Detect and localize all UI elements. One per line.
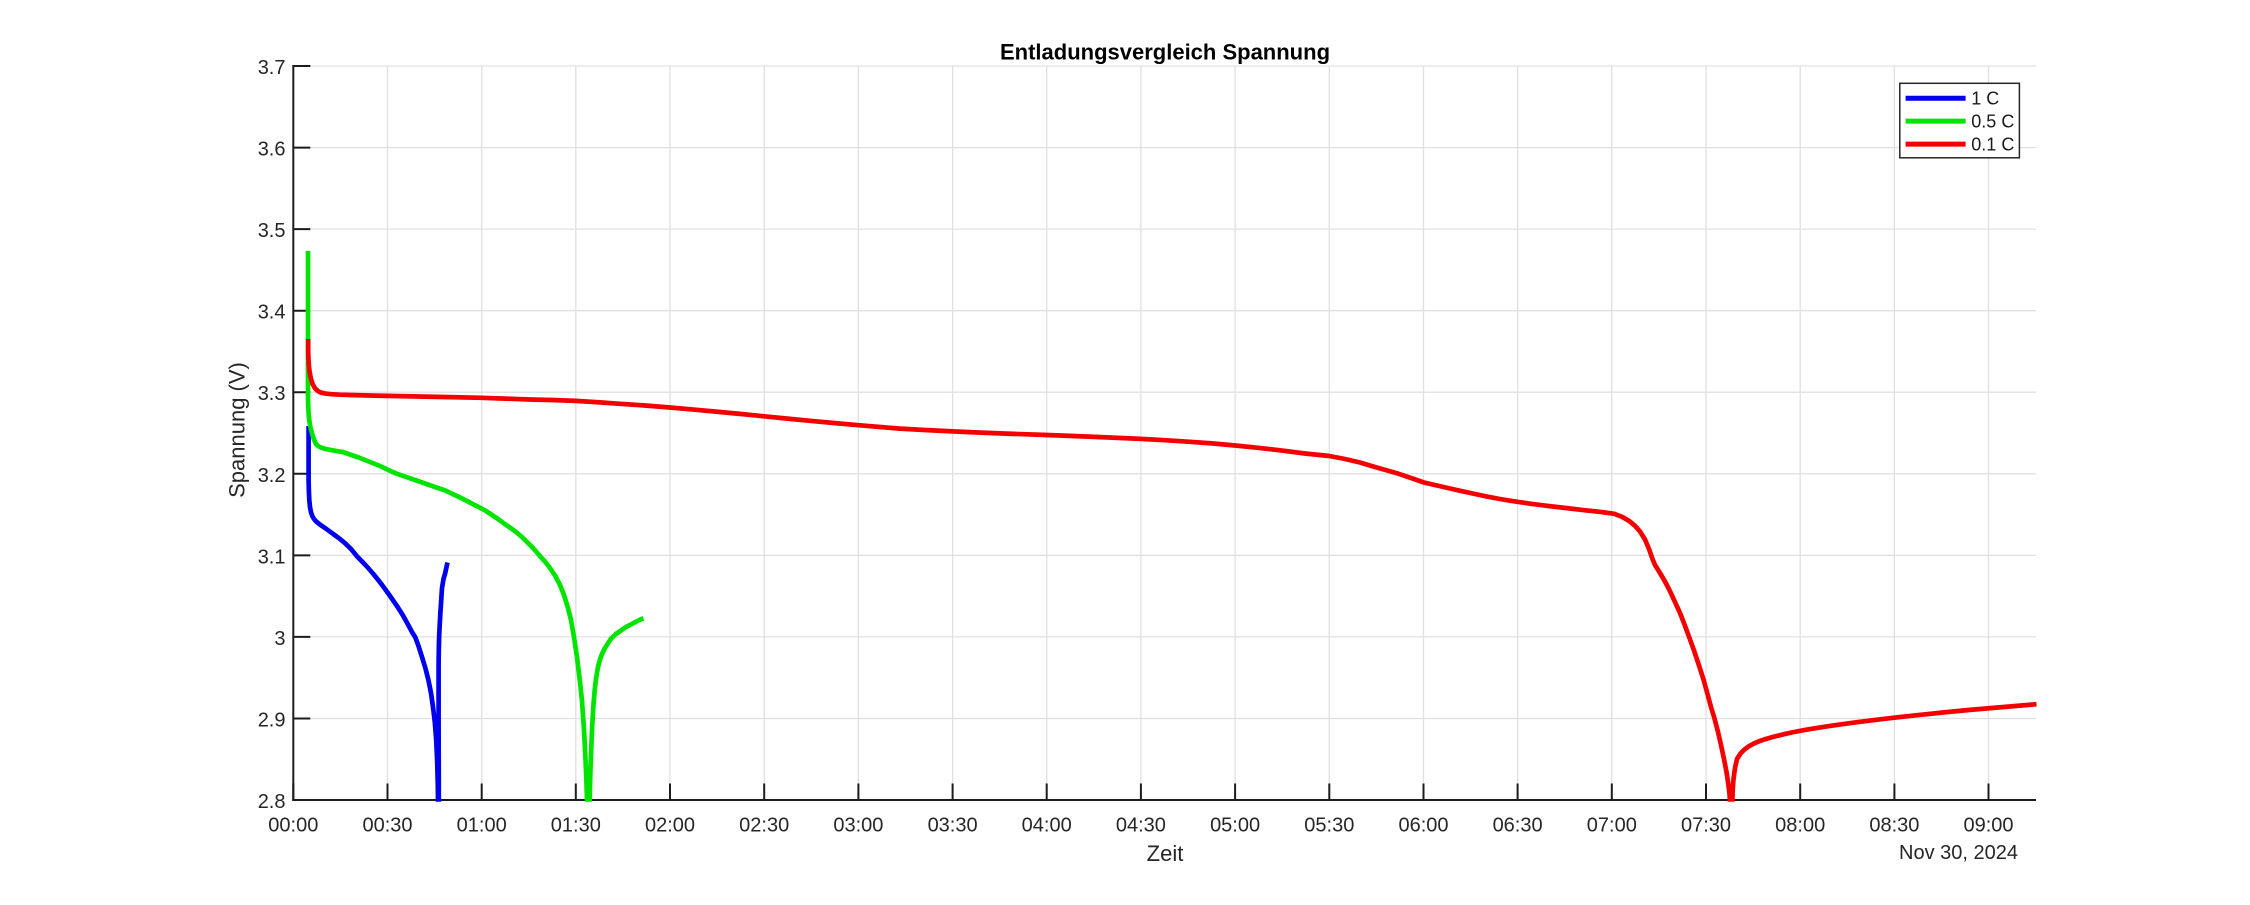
svg-text:2.8: 2.8 (258, 791, 286, 813)
svg-text:3.6: 3.6 (258, 139, 286, 161)
svg-text:07:30: 07:30 (1681, 815, 1731, 837)
svg-text:01:00: 01:00 (457, 815, 507, 837)
svg-text:06:00: 06:00 (1398, 815, 1448, 837)
svg-text:05:30: 05:30 (1304, 815, 1354, 837)
svg-text:Zeit: Zeit (1147, 841, 1184, 866)
svg-text:04:30: 04:30 (1116, 815, 1166, 837)
svg-text:0.5 C: 0.5 C (1971, 112, 2014, 132)
svg-text:04:00: 04:00 (1022, 815, 1072, 837)
svg-text:06:30: 06:30 (1493, 815, 1543, 837)
svg-text:07:00: 07:00 (1587, 815, 1637, 837)
svg-text:0.1 C: 0.1 C (1971, 135, 2014, 155)
svg-text:Spannung (V): Spannung (V) (225, 362, 250, 498)
svg-text:3.2: 3.2 (258, 465, 286, 487)
svg-text:3.4: 3.4 (258, 302, 286, 324)
svg-text:08:00: 08:00 (1775, 815, 1825, 837)
svg-text:Nov 30, 2024: Nov 30, 2024 (1899, 842, 2018, 864)
svg-text:05:00: 05:00 (1210, 815, 1260, 837)
svg-text:3: 3 (274, 628, 285, 650)
svg-text:03:00: 03:00 (833, 815, 883, 837)
svg-text:1 C: 1 C (1971, 89, 1999, 109)
svg-text:Entladungsvergleich Spannung: Entladungsvergleich Spannung (1000, 40, 1330, 65)
svg-text:09:00: 09:00 (1963, 815, 2013, 837)
svg-text:3.1: 3.1 (258, 546, 286, 568)
svg-text:00:30: 00:30 (362, 815, 412, 837)
svg-text:02:30: 02:30 (739, 815, 789, 837)
svg-text:3.5: 3.5 (258, 220, 286, 242)
svg-text:03:30: 03:30 (928, 815, 978, 837)
svg-text:08:30: 08:30 (1869, 815, 1919, 837)
svg-text:3.3: 3.3 (258, 383, 286, 405)
svg-text:02:00: 02:00 (645, 815, 695, 837)
svg-text:2.9: 2.9 (258, 710, 286, 732)
svg-text:00:00: 00:00 (268, 815, 318, 837)
svg-text:3.7: 3.7 (258, 57, 286, 79)
svg-text:01:30: 01:30 (551, 815, 601, 837)
